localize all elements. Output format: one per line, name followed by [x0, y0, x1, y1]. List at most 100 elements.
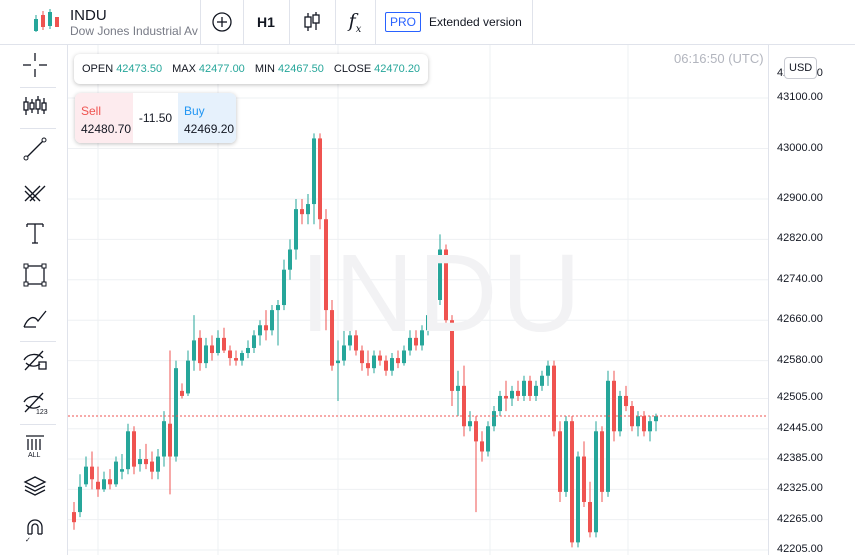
- clock: 06:16:50 (UTC): [674, 51, 764, 66]
- candle: [588, 501, 592, 533]
- extended-version-label: Extended version: [429, 15, 522, 29]
- candle: [594, 431, 598, 533]
- candle: [342, 345, 346, 361]
- candle: [198, 337, 202, 364]
- layers-tool[interactable]: [22, 468, 66, 504]
- candle: [246, 347, 250, 354]
- candle: [420, 330, 424, 346]
- candle: [426, 315, 430, 331]
- candle: [612, 380, 616, 432]
- candle: [642, 416, 646, 432]
- candle: [564, 421, 568, 492]
- chart-pane[interactable]: [68, 45, 768, 555]
- candle: [498, 395, 502, 412]
- candle: [168, 423, 172, 457]
- candle: [228, 350, 232, 359]
- price-tick-label: 42205.00: [777, 542, 823, 555]
- currency-button[interactable]: USD: [784, 57, 818, 79]
- candle: [444, 249, 448, 321]
- app-logo-icon: [34, 9, 59, 32]
- extended-version-button[interactable]: PRO Extended version: [385, 0, 525, 44]
- candle: [540, 375, 544, 386]
- toolbar-divider: [20, 128, 56, 129]
- rectangle-tool[interactable]: [22, 257, 66, 293]
- candles-icon: [23, 96, 47, 115]
- ohlc-legend: OPEN 42473.50 MAX 42477.00 MIN 42467.50 CLO…: [74, 54, 429, 84]
- price-tick-label: 42580.00: [777, 353, 823, 366]
- symbol-watermark: INDU: [300, 232, 585, 355]
- trendline-tool[interactable]: [22, 131, 66, 167]
- candle: [408, 337, 412, 351]
- candle: [570, 421, 574, 543]
- candle: [288, 249, 292, 270]
- candle: [378, 355, 382, 361]
- candle: [240, 353, 244, 361]
- candle: [582, 456, 586, 502]
- buy-price: 42469.20: [184, 122, 235, 136]
- crosshair-tool[interactable]: [22, 47, 66, 83]
- candle: [432, 300, 436, 316]
- candle: [318, 138, 322, 220]
- candle: [390, 358, 394, 371]
- chart-type-button[interactable]: [289, 0, 335, 44]
- brush-icon: [23, 310, 47, 328]
- sell-button[interactable]: Sell 42480.70: [75, 93, 133, 143]
- buy-button[interactable]: Buy 42469.20: [178, 93, 236, 143]
- candle: [372, 355, 376, 369]
- open-value: 42473.50: [116, 63, 163, 75]
- price-tick-label: 42445.00: [777, 421, 823, 434]
- candle: [414, 337, 418, 346]
- remove-all-tool[interactable]: ALL: [22, 427, 66, 463]
- compare-button[interactable]: [200, 0, 243, 44]
- hide-indicators-tool[interactable]: 123: [22, 384, 66, 420]
- candle: [270, 310, 274, 331]
- candle: [438, 249, 442, 300]
- indicator-tool[interactable]: [22, 88, 66, 124]
- fib-tool[interactable]: [22, 173, 66, 209]
- hide-drawings-tool[interactable]: [22, 342, 66, 378]
- candle: [180, 390, 184, 396]
- toolbar-divider: [289, 0, 290, 44]
- candle: [258, 325, 262, 336]
- layers-icon: [23, 476, 47, 496]
- brush-tool[interactable]: [22, 300, 66, 336]
- candle: [216, 337, 220, 354]
- candle: [360, 350, 364, 364]
- price-chart[interactable]: [68, 45, 768, 555]
- candle: [450, 320, 454, 391]
- candle: [552, 365, 556, 432]
- candle: [606, 380, 610, 492]
- text-tool[interactable]: [22, 215, 66, 251]
- text-icon: [26, 223, 44, 244]
- candle: [234, 358, 238, 361]
- candle: [330, 310, 334, 366]
- svg-text:✓: ✓: [25, 537, 31, 542]
- magnet-tool[interactable]: ✓: [22, 511, 66, 547]
- price-tick-label: 43000.00: [777, 141, 823, 154]
- candle: [306, 204, 310, 215]
- price-scale[interactable]: 42900.0043100.0043000.0042900.0042820.00…: [768, 45, 855, 555]
- toolbar-divider: [20, 341, 56, 342]
- magnet-icon: ✓: [25, 519, 43, 542]
- candle: [300, 209, 304, 215]
- toolbar-divider: [20, 424, 56, 425]
- symbol-description[interactable]: Dow Jones Industrial Average: [70, 24, 198, 38]
- candle: [636, 416, 640, 427]
- price-tick-label: 42505.00: [777, 391, 823, 404]
- candle: [396, 358, 400, 364]
- candle: [618, 395, 622, 432]
- min-value: 42467.50: [277, 63, 324, 75]
- sell-price: 42480.70: [81, 122, 132, 136]
- candle: [486, 426, 490, 452]
- candle: [336, 360, 340, 364]
- candle: [546, 365, 550, 376]
- indicators-button[interactable]: fx: [335, 0, 375, 44]
- candle: [78, 486, 82, 513]
- candle: [402, 350, 406, 364]
- timeframe-button[interactable]: H1: [243, 0, 289, 44]
- candle: [474, 421, 478, 442]
- timeframe-label: H1: [257, 14, 275, 30]
- toolbar-divider: [532, 0, 533, 44]
- candle: [600, 431, 604, 492]
- symbol-name[interactable]: INDU: [70, 7, 107, 24]
